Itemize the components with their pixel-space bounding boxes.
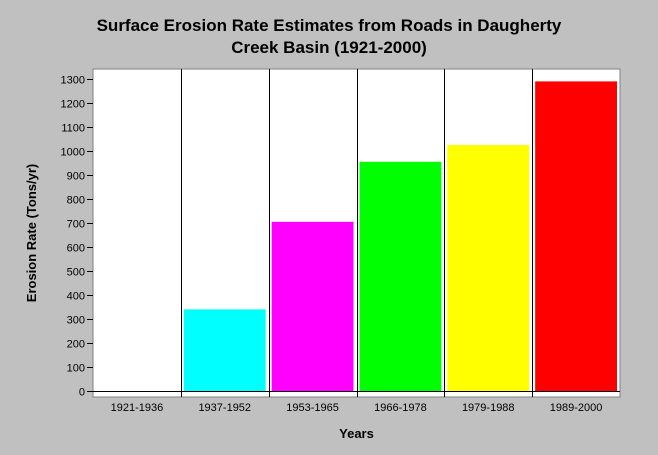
- grid-layer: [181, 69, 533, 397]
- y-tick-label: 600: [67, 243, 85, 255]
- y-tick-label: 300: [67, 315, 85, 327]
- bar-1953-1965: [271, 221, 354, 391]
- x-tick-label: 1966-1978: [374, 402, 427, 414]
- bar-1937-1952: [183, 309, 266, 391]
- x-tick-label: 1937-1952: [198, 402, 251, 414]
- y-tick-label: 1100: [61, 123, 85, 135]
- y-tick-label: 800: [67, 195, 85, 207]
- y-tick-label: 1000: [61, 147, 85, 159]
- y-tick-label: 0: [79, 387, 85, 399]
- y-tick-label: 700: [67, 219, 85, 231]
- x-tick-label: 1921-1936: [111, 402, 164, 414]
- bar-1966-1978: [359, 161, 442, 391]
- x-tick-label: 1979-1988: [462, 402, 515, 414]
- x-tick-label: 1953-1965: [286, 402, 339, 414]
- y-axis-title: Erosion Rate (Tons/yr): [24, 164, 39, 302]
- y-tick-label: 200: [67, 339, 85, 351]
- bar-1979-1988: [447, 145, 530, 391]
- y-tick-label: 900: [67, 171, 85, 183]
- bar-1989-2000: [535, 81, 617, 392]
- axis-layer: 0 100 200 300 400 500 600 700 800 900 1000 1100 1200…: [61, 75, 620, 414]
- chart-title-line-1: Surface Erosion Rate Estimates from Road…: [96, 16, 562, 35]
- y-tick-label: 1300: [61, 75, 85, 87]
- y-tick-label: 100: [67, 363, 85, 375]
- y-tick-label: 1200: [61, 99, 85, 111]
- chart-title-line-2: Creek Basin (1921-2000): [231, 38, 427, 57]
- x-tick-label: 1989-2000: [550, 402, 603, 414]
- y-tick-label: 500: [67, 267, 85, 279]
- x-axis-title: Years: [339, 426, 374, 441]
- bars-layer: [183, 81, 617, 392]
- y-tick-label: 400: [67, 291, 85, 303]
